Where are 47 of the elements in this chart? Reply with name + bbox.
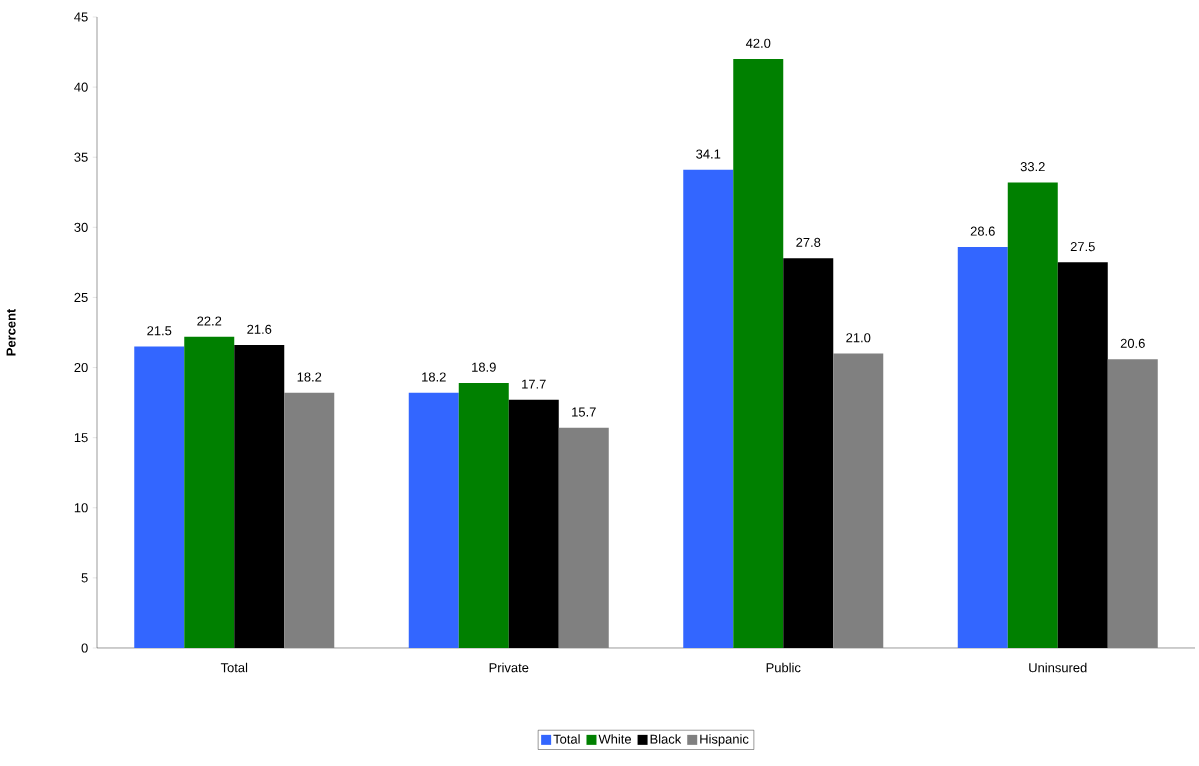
data-label: 34.1: [696, 149, 721, 159]
y-tick-label: 25: [74, 292, 88, 303]
y-tick-label: 30: [74, 222, 88, 232]
data-label: 20.6: [1120, 338, 1145, 348]
x-tick-label: Private: [489, 662, 529, 673]
bar: [683, 169, 734, 648]
data-label: 18.2: [297, 372, 322, 382]
x-tick-label: Public: [766, 662, 801, 673]
bar: [1107, 359, 1158, 648]
y-tick-label: 35: [74, 152, 88, 162]
data-label: 33.2: [1020, 162, 1045, 172]
data-label: 15.7: [572, 407, 596, 417]
data-label: 22.2: [197, 316, 222, 326]
data-label: 18.2: [422, 372, 446, 382]
data-label: 17.7: [522, 379, 546, 389]
data-label: 42.0: [745, 38, 771, 48]
bar: [833, 353, 884, 648]
legend-label: Black: [650, 734, 682, 744]
bar: [284, 392, 335, 648]
data-label: 28.6: [970, 226, 995, 236]
data-label: 21.5: [147, 326, 172, 336]
y-tick-label: 40: [74, 82, 88, 92]
legend-label: Hispanic: [700, 734, 749, 747]
bar: [458, 382, 509, 648]
data-label: 27.8: [796, 237, 821, 247]
bar: [1007, 182, 1058, 648]
y-tick-label: 5: [81, 573, 88, 583]
y-axis-title: Percent: [6, 308, 16, 356]
x-tick-label: Uninsured: [1029, 662, 1087, 673]
bar: [733, 59, 784, 648]
bar: [408, 392, 459, 648]
data-label: 18.9: [472, 362, 496, 372]
data-label: 27.5: [1070, 242, 1095, 252]
data-label: 21.6: [247, 324, 272, 334]
bar: [957, 246, 1008, 648]
y-tick-label: 15: [74, 433, 88, 443]
y-tick-label: 10: [74, 503, 88, 513]
y-tick-label: 20: [74, 362, 88, 373]
bar: [558, 427, 609, 648]
x-tick-label: Total: [220, 662, 248, 673]
y-tick-label: 0: [81, 643, 88, 653]
legend-label: White: [598, 734, 631, 744]
bar: [184, 336, 235, 648]
data-label: 21.0: [846, 333, 871, 343]
y-tick-label: 45: [74, 12, 88, 22]
legend-label: Total: [553, 734, 580, 744]
bar: [134, 346, 185, 648]
